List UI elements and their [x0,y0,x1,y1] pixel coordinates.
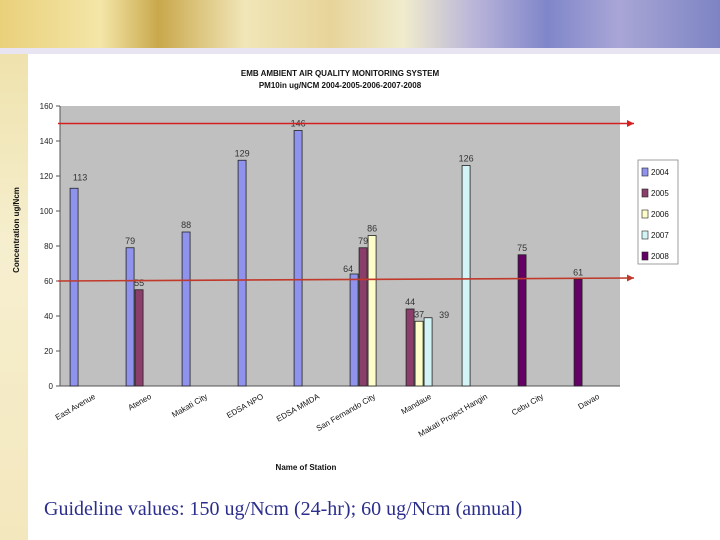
decorative-sidebar [0,54,28,540]
data-label: 75 [517,243,527,253]
legend-swatch [641,188,649,198]
x-tick-label: Ateneo [127,392,154,413]
data-label: 39 [439,310,449,320]
legend-swatch [641,230,649,240]
x-axis-label: Name of Station [276,463,337,472]
guideline-line [57,277,635,282]
legend-label: 2006 [651,210,669,219]
x-tick-label: EDSA NPO [225,392,265,420]
bar-2004 [69,187,79,387]
y-tick-label: 100 [40,207,54,216]
y-tick-label: 120 [40,172,54,181]
data-label: 61 [573,267,583,277]
bar-2005 [358,247,368,387]
legend-label: 2005 [651,189,669,198]
data-label: 129 [235,148,250,158]
guideline-arrowhead [627,274,634,282]
y-axis-label: Concentration ug/Ncm [12,187,21,273]
legend-label: 2007 [651,231,669,240]
bar-2005 [405,308,415,387]
data-label: 79 [358,236,368,246]
data-label: 44 [405,297,415,307]
bar-2004 [181,231,191,387]
data-label: 79 [125,236,135,246]
x-tick-label: EDSA MMDA [275,392,322,424]
y-tick-label: 160 [40,102,54,111]
caption-area [28,486,720,540]
decorative-banner [0,0,720,54]
data-label: 88 [181,220,191,230]
y-tick-label: 80 [44,242,53,251]
x-tick-label: East Avenue [54,392,98,422]
x-tick-label: Mandaue [400,392,434,417]
legend-label: 2008 [651,252,669,261]
x-tick-label: San Fernando City [315,392,377,433]
bar-2004 [237,159,247,387]
data-label: 113 [73,172,87,182]
x-tick-label: Makati City [170,392,209,420]
bar-2004 [293,130,303,387]
bar-2008 [573,278,583,387]
plot-area [60,106,620,386]
y-tick-label: 140 [40,137,54,146]
legend-swatch [641,251,649,261]
legend-swatch [641,167,649,177]
data-label: 55 [134,278,144,288]
data-label: 86 [367,224,377,234]
bar-2007 [461,165,471,387]
chart-title: EMB AMBIENT AIR QUALITY MONITORING SYSTE… [241,69,440,78]
bar-2004 [349,273,359,387]
guideline-caption: Guideline values: 150 ug/Ncm (24-hr); 60… [44,498,523,520]
y-tick-label: 40 [44,312,53,321]
legend-swatch [641,209,649,219]
bar-2007 [423,317,433,387]
x-tick-label: Davao [576,392,601,412]
data-label: 64 [343,264,353,274]
y-tick-label: 0 [49,382,54,391]
bar-2006 [414,320,424,387]
y-tick-label: 20 [44,347,53,356]
guideline-arrowhead [627,120,634,127]
data-label: 37 [414,309,424,319]
chart-subtitle: PM10in ug/NCM 2004-2005-2006-2007-2008 [259,81,422,90]
bar-2005 [134,289,144,387]
bar-2006 [367,235,377,387]
x-tick-label: Cebu City [510,392,545,417]
bar-2008 [517,254,527,387]
bar-2004 [125,247,135,387]
data-label: 126 [459,154,474,164]
y-tick-label: 60 [44,277,53,286]
legend-label: 2004 [651,168,669,177]
